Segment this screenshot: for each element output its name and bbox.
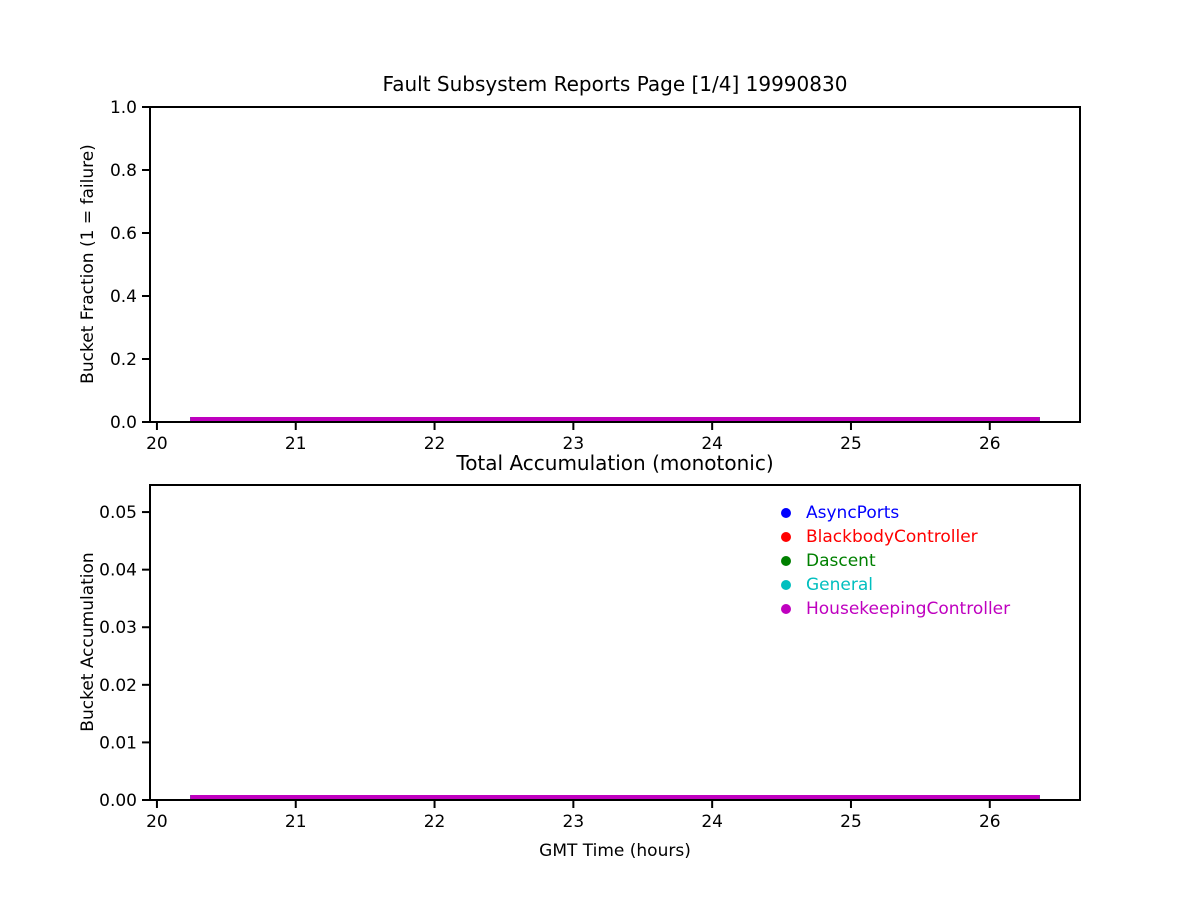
plot-frame: [149, 106, 1081, 423]
x-tick-label: 20: [146, 434, 168, 454]
x-tick-label: 22: [424, 434, 446, 454]
plot-frame: [149, 484, 1081, 801]
legend-item-label: Dascent: [806, 551, 876, 571]
legend-marker-dot: [781, 604, 791, 614]
x-tick-label: 23: [563, 434, 585, 454]
x-tick-label: 24: [701, 812, 723, 832]
legend-item-label: AsyncPorts: [806, 503, 900, 523]
axes-1: 20 21 22 23 24 25 26 0.00 0.01 0.02 0.03 0.04 0.05: [99, 484, 1081, 832]
top-plot-title: Fault Subsystem Reports Page [1/4] 19990…: [382, 72, 848, 96]
legend-item: General: [781, 573, 1010, 597]
x-tick-label: 23: [563, 812, 585, 832]
y-tick-label: 0.2: [110, 350, 137, 370]
legend: AsyncPorts BlackbodyController Dascent Gene…: [781, 501, 1010, 621]
y-tick-label: 0.03: [99, 618, 137, 638]
top-plot-y-axis-label: Bucket Fraction (1 = failure): [78, 144, 98, 384]
y-tick-label: 0.6: [110, 224, 137, 244]
y-tick-label: 0.05: [99, 503, 137, 523]
x-tick-label: 24: [701, 434, 723, 454]
y-tick-label: 0.0: [110, 413, 137, 433]
y-tick-label: 0.04: [99, 561, 137, 581]
bottom-plot-x-axis-label: GMT Time (hours): [539, 841, 691, 861]
x-tick-label: 21: [285, 434, 307, 454]
x-tick-label: 21: [285, 812, 307, 832]
legend-item: AsyncPorts: [781, 501, 1010, 525]
x-tick-label: 26: [979, 434, 1001, 454]
x-tick-label: 25: [840, 812, 862, 832]
legend-marker-dot: [781, 532, 791, 542]
x-tick-label: 25: [840, 434, 862, 454]
legend-marker-dot: [781, 580, 791, 590]
bottom-plot-y-axis-label: Bucket Accumulation: [78, 552, 98, 732]
y-tick-label: 1.0: [110, 98, 137, 118]
y-tick-label: 0.8: [110, 161, 137, 181]
legend-item: HousekeepingController: [781, 597, 1010, 621]
legend-item-label: BlackbodyController: [806, 527, 978, 547]
legend-marker-dot: [781, 556, 791, 566]
y-tick-label: 0.01: [99, 733, 137, 753]
y-tick-label: 0.02: [99, 676, 137, 696]
x-tick-label: 20: [146, 812, 168, 832]
legend-marker-dot: [781, 508, 791, 518]
y-tick-label: 0.4: [110, 287, 137, 307]
legend-item: Dascent: [781, 549, 1010, 573]
y-tick-label: 0.00: [99, 791, 137, 811]
legend-item-label: General: [806, 575, 873, 595]
axes-0: 20 21 22 23 24 25 26 0.0 0.2 0.4 0.6 0.8 1.0: [110, 98, 1081, 454]
bottom-plot-title: Total Accumulation (monotonic): [456, 451, 774, 475]
legend-item: BlackbodyController: [781, 525, 1010, 549]
legend-item-label: HousekeepingController: [806, 599, 1011, 619]
x-tick-label: 22: [424, 812, 446, 832]
x-tick-label: 26: [979, 812, 1001, 832]
